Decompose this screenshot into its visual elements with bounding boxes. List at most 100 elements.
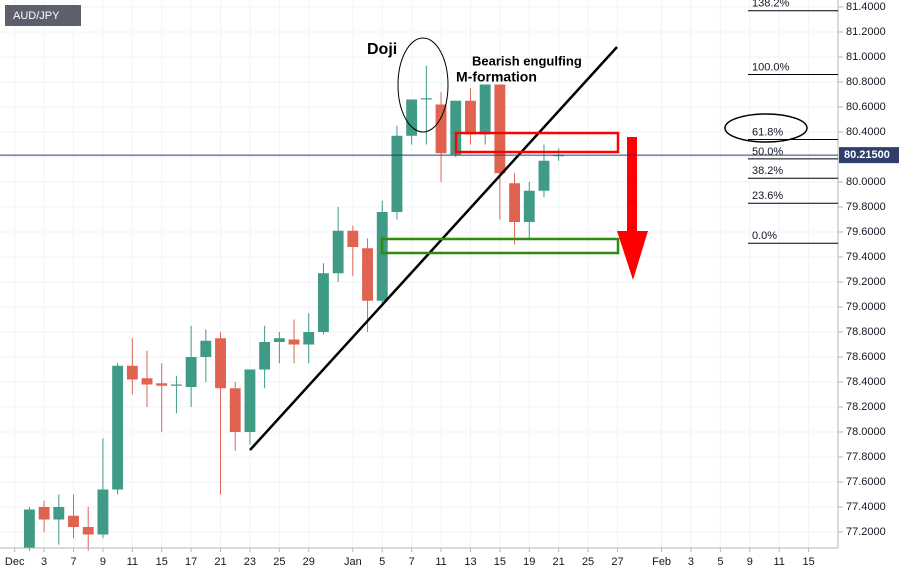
candle-body [229,388,241,432]
fib-label: 61.8% [752,126,783,138]
candle-body [288,339,300,345]
trend-line [249,46,618,451]
x-tick-label: 19 [523,556,535,568]
x-tick-label: 3 [41,556,47,568]
y-tick-label: 81.2000 [846,26,886,38]
candle-body [376,212,388,301]
x-tick-label: 7 [409,556,415,568]
x-tick-label: 5 [379,556,385,568]
x-tick-label: 9 [100,556,106,568]
candle-body [68,515,79,527]
fib-label: 50.0% [752,146,783,158]
candles [23,65,565,551]
candle-body [435,104,447,154]
fib-label: 0.0% [752,230,777,242]
y-tick-label: 80.4000 [846,126,886,138]
x-tick-label: 23 [244,556,256,568]
x-tick-label: 11 [127,556,138,568]
y-tick-label: 79.8000 [846,201,886,213]
candle-body [273,338,285,342]
candle-body [38,507,50,520]
candle-body [523,190,535,222]
candle-body [126,365,138,380]
x-tick-label: 21 [214,556,226,568]
annotation: M-formation [456,69,537,85]
candle-body [362,248,373,301]
y-tick-label: 80.8000 [846,76,886,88]
candle-body [215,338,226,389]
candle-body [259,342,271,370]
x-tick-label: 29 [303,556,315,568]
doji-circle [397,37,449,133]
y-tick-label: 81.4000 [846,1,886,13]
axis-background [838,0,909,574]
y-tick-label: 77.4000 [846,501,886,513]
candle-body [23,509,35,549]
x-tick-label: 27 [611,556,623,568]
y-tick-label: 80.0000 [846,176,886,188]
x-tick-label: 9 [747,556,753,568]
y-tick-label: 78.2000 [846,401,886,413]
y-tick-label: 78.4000 [846,376,886,388]
candle-body [97,489,109,535]
y-tick-label: 78.6000 [846,351,886,363]
x-tick-label: 5 [717,556,723,568]
fib-label: 38.2% [752,165,783,177]
arrow-head [617,231,648,280]
annotation: Bearish engulfing [472,53,582,68]
candle-body [479,84,491,135]
y-tick-label: 79.0000 [846,301,886,313]
x-tick-label: 17 [185,556,197,568]
x-tick-label: Jan [344,556,362,568]
x-tick-label: 11 [435,556,446,568]
x-tick-label: 25 [582,556,594,568]
candle-body [82,527,94,535]
candle-body [185,357,197,387]
y-tick-label: 77.8000 [846,451,886,463]
x-tick-label: 11 [773,556,784,568]
resistance-box [454,131,620,154]
symbol: AUD/JPY [13,10,60,22]
x-tick-label: 15 [494,556,506,568]
candle-body [538,160,550,191]
candle-body [509,183,521,222]
candle-body [332,230,344,274]
y-tick-label: 79.2000 [846,276,886,288]
candle-body [494,84,506,174]
candle-body [317,273,329,332]
candle-body [450,100,462,155]
y-tick-label: 79.6000 [846,226,886,238]
fib-label: 138.2% [752,0,790,10]
x-tick-label: 21 [553,556,565,568]
candle-body [391,135,403,212]
candle-body [303,332,315,345]
x-tick-label: 13 [464,556,476,568]
y-tick-label: 77.6000 [846,476,886,488]
fib-label: 100.0% [752,61,790,73]
candle-body [156,383,168,386]
candle-body [53,507,65,520]
x-tick-label: Dec [5,556,25,568]
candle-body [170,384,182,386]
last-price-box [839,147,899,164]
annotation: Doji [367,41,397,58]
x-tick-label: 15 [156,556,168,568]
candle-body [112,365,124,490]
fib-label: 23.6% [752,190,783,202]
candle-body [420,98,432,100]
symbol-box [5,5,81,26]
arrow-shaft [627,137,637,233]
candle-body [200,340,212,357]
x-tick-label: 25 [273,556,285,568]
x-tick-label: Feb [652,556,671,568]
x-tick-label: 15 [802,556,814,568]
last-price-label: 80.21500 [844,149,890,161]
x-tick-label: 7 [70,556,76,568]
y-tick-label: 78.8000 [846,326,886,338]
candle-body [347,230,359,247]
support-box [380,237,620,255]
y-tick-label: 79.4000 [846,251,886,263]
fib-circle [724,113,808,143]
